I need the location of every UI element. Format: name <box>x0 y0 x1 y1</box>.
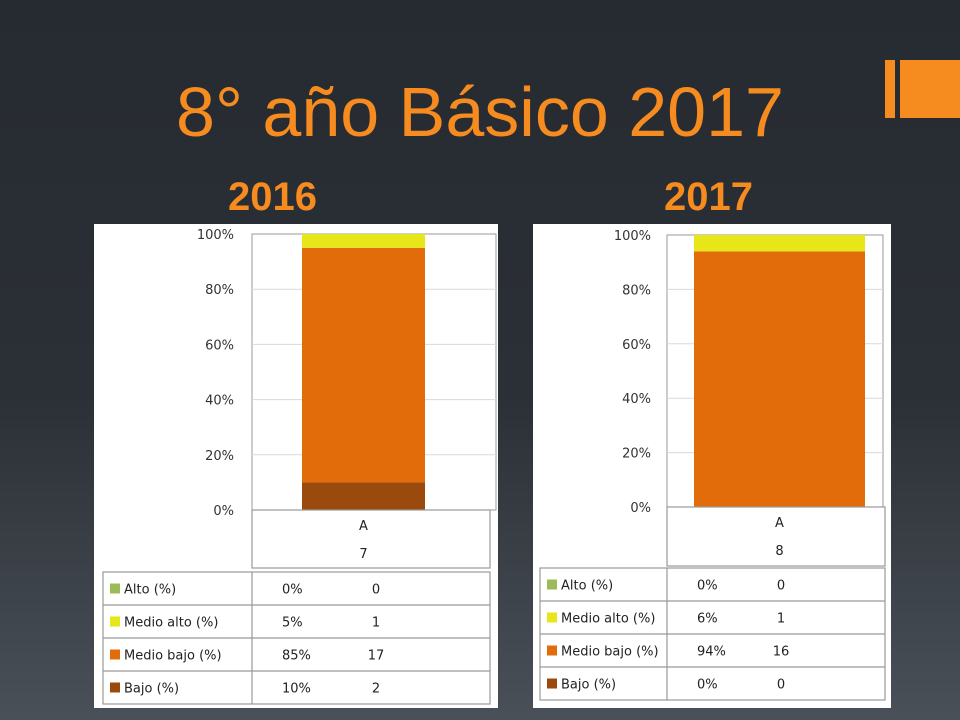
bar-segment <box>302 247 425 483</box>
table-pct: 0% <box>282 583 303 598</box>
table-count: 16 <box>773 645 790 660</box>
legend-label: Alto (%) <box>124 583 176 598</box>
table-pct: 6% <box>697 612 718 627</box>
y-tick-label: 80% <box>205 283 234 298</box>
table-pct: 0% <box>697 579 718 594</box>
legend-label: Medio bajo (%) <box>124 649 222 664</box>
decorative-square <box>900 60 960 118</box>
slide-title: 8° año Básico 2017 <box>176 73 784 151</box>
chart-panel-2016: 100% 80% 60% 40% 20% 0% A 7 Alto (%) 0% 0 Medio alt… <box>94 224 498 708</box>
table-pct: 10% <box>282 682 311 697</box>
year-label-2016: 2016 <box>228 175 317 219</box>
bar-segment <box>694 251 865 507</box>
legend-swatch <box>547 678 557 689</box>
legend-label: Medio bajo (%) <box>561 645 659 660</box>
category-count: 7 <box>359 547 367 562</box>
legend-swatch <box>110 583 120 594</box>
category-box <box>666 506 886 567</box>
table-count: 2 <box>372 682 380 697</box>
chart-svg-2016: 100% 80% 60% 40% 20% 0% A 7 Alto (%) 0% 0 Medio alt… <box>102 228 497 705</box>
legend-label: Bajo (%) <box>561 678 616 693</box>
legend-label: Alto (%) <box>561 579 613 594</box>
legend-swatch <box>547 612 557 623</box>
table-count: 1 <box>372 616 380 631</box>
legend-label: Medio alto (%) <box>561 612 655 627</box>
table-count: 0 <box>777 579 785 594</box>
table-count: 0 <box>777 678 785 693</box>
bar-segment <box>302 234 425 248</box>
table-count: 17 <box>368 649 385 664</box>
decorative-bar <box>885 60 895 118</box>
year-label-2017: 2017 <box>664 175 753 219</box>
category-label: A <box>359 519 368 534</box>
legend-swatch <box>110 649 120 660</box>
table-pct: 94% <box>697 645 726 660</box>
y-tick-label: 20% <box>622 447 651 462</box>
chart-panel-2017: 100% 80% 60% 40% 20% 0% A 8 Alto (%) 0% 0 Medio alt… <box>533 224 891 708</box>
category-box <box>251 509 491 569</box>
bar-segment <box>694 235 865 252</box>
y-tick-label: 0% <box>213 504 234 519</box>
y-tick-label: 100% <box>197 228 234 243</box>
table-pct: 85% <box>282 649 311 664</box>
bar-segment <box>302 482 425 510</box>
table-pct: 0% <box>697 678 718 693</box>
legend-swatch <box>110 682 120 693</box>
y-tick-label: 0% <box>630 501 651 516</box>
y-tick-label: 100% <box>614 229 651 244</box>
table-pct: 5% <box>282 616 303 631</box>
legend-swatch <box>547 579 557 590</box>
y-tick-label: 60% <box>205 338 234 353</box>
y-tick-label: 60% <box>622 338 651 353</box>
legend-label: Medio alto (%) <box>124 616 218 631</box>
legend-label: Bajo (%) <box>124 682 179 697</box>
legend-swatch <box>547 645 557 656</box>
y-tick-label: 40% <box>622 392 651 407</box>
y-tick-label: 20% <box>205 449 234 464</box>
legend-swatch <box>110 616 120 627</box>
table-count: 1 <box>777 612 785 627</box>
category-label: A <box>775 516 784 531</box>
category-count: 8 <box>775 544 783 559</box>
y-tick-label: 80% <box>622 283 651 298</box>
y-tick-label: 40% <box>205 394 234 409</box>
table-count: 0 <box>372 583 380 598</box>
